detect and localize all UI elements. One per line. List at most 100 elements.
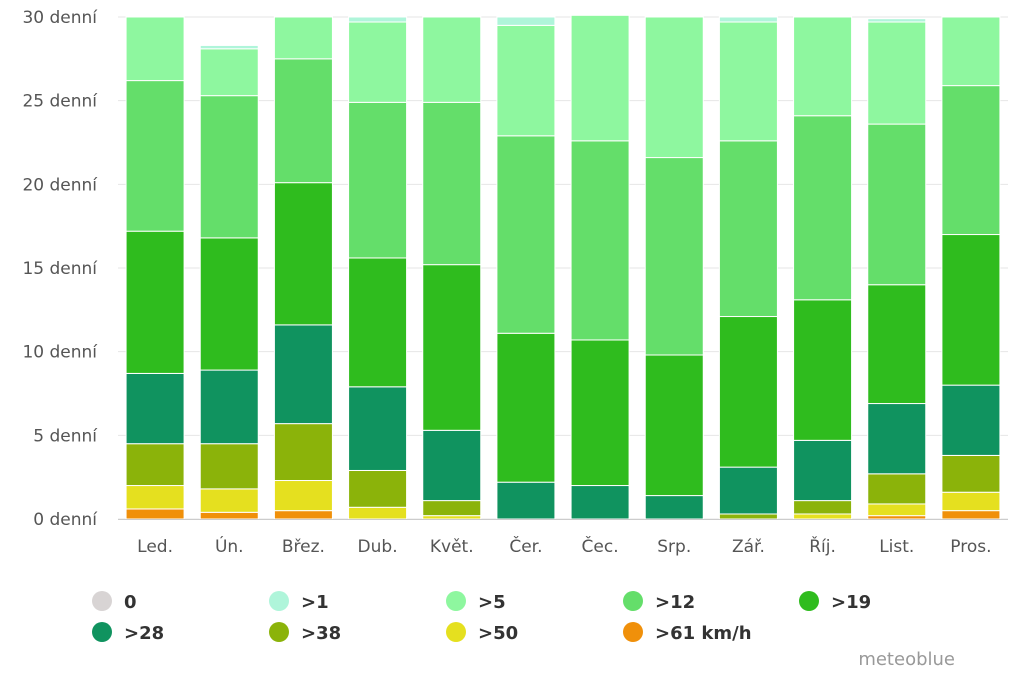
bar-segment: [273, 423, 333, 482]
legend-item[interactable]: 0: [92, 591, 137, 613]
bar-segment: [496, 332, 556, 483]
y-tick-label: 5 denní: [33, 426, 98, 446]
bar-segment: [422, 101, 482, 266]
bar-segment: [867, 21, 927, 125]
x-tick-label: Pros.: [950, 537, 991, 557]
bar-segment: [348, 101, 408, 259]
bar-segment: [644, 495, 704, 520]
bar-segment: [273, 16, 333, 60]
legend-item[interactable]: >5: [446, 591, 506, 613]
bar-segment: [793, 115, 853, 301]
bar-segment: [348, 257, 408, 388]
legend-item[interactable]: >19: [799, 591, 871, 613]
legend-label: >28: [124, 623, 164, 644]
legend-item[interactable]: >50: [446, 622, 518, 644]
bar-segment: [570, 140, 630, 341]
legend-swatch: [623, 622, 643, 642]
bar-segment: [422, 264, 482, 431]
x-tick-label: Břez.: [282, 537, 325, 557]
x-tick-label: Dub.: [358, 537, 398, 557]
bar-segment: [644, 354, 704, 497]
bar-segment: [125, 443, 185, 487]
x-tick-label: Led.: [137, 537, 173, 557]
bar-segment: [718, 16, 778, 23]
bar-segment: [793, 299, 853, 441]
bar-segment: [273, 58, 333, 184]
legend-label: >12: [655, 592, 695, 613]
bar-segment: [867, 403, 927, 475]
bar-segment: [199, 369, 259, 445]
legend-swatch: [269, 591, 289, 611]
bar-segment: [125, 80, 185, 232]
legend-item[interactable]: >12: [623, 591, 695, 613]
bar-segment: [348, 506, 408, 520]
bar-segment: [718, 21, 778, 142]
bar-segment: [718, 513, 778, 520]
bar-segment: [496, 135, 556, 334]
legend-swatch: [446, 591, 466, 611]
y-tick-label: 10 denní: [22, 343, 98, 363]
x-tick-label: List.: [879, 537, 914, 557]
legend-item[interactable]: >38: [269, 622, 341, 644]
legend-item[interactable]: >28: [92, 622, 164, 644]
y-tick-label: 20 denní: [22, 175, 98, 195]
y-tick-label: 30 denní: [22, 8, 98, 28]
bar-segment: [941, 454, 1001, 493]
legend-item[interactable]: >1: [269, 591, 329, 613]
bar-segment: [867, 284, 927, 405]
bar-segment: [199, 48, 259, 97]
bar-segment: [125, 16, 185, 82]
bar-segment: [348, 469, 408, 508]
bar-segment: [570, 339, 630, 487]
bar-segment: [125, 485, 185, 510]
bar-segment: [570, 14, 630, 142]
bar-segment: [867, 503, 927, 517]
bar-stacks: [125, 14, 1001, 520]
bar-segment: [941, 234, 1001, 386]
bar-segment: [125, 508, 185, 520]
x-axis: Led. Ún. Břez. Dub. Květ. Čer. Čec. Srp. Zář. Říj…: [118, 519, 1008, 557]
bar-segment: [199, 237, 259, 371]
legend-swatch: [92, 591, 112, 611]
bar-segment: [718, 316, 778, 468]
bar-segment: [793, 500, 853, 515]
bar-segment: [273, 510, 333, 520]
legend-label: >38: [301, 623, 341, 644]
y-axis: 0 denní 5 denní 10 denní 15 denní 20 denní 25…: [22, 8, 98, 530]
bar-segment: [348, 16, 408, 23]
x-tick-label: Zář.: [732, 537, 765, 557]
x-tick-label: Ún.: [215, 535, 244, 557]
bar-segment: [496, 24, 556, 137]
legend-swatch: [92, 622, 112, 642]
bar-segment: [125, 372, 185, 445]
x-tick-label: Srp.: [657, 537, 691, 557]
bar-segment: [422, 500, 482, 517]
bar-segment: [644, 16, 704, 159]
bar-segment: [941, 510, 1001, 520]
bar-segment: [496, 16, 556, 26]
bar-segment: [199, 511, 259, 520]
legend-label: 0: [124, 592, 137, 613]
legend-item[interactable]: >61 km/h: [623, 622, 752, 644]
y-tick-label: 15 denní: [22, 259, 98, 279]
y-tick-label: 0 denní: [33, 510, 98, 530]
legend-swatch: [623, 591, 643, 611]
bar-segment: [199, 443, 259, 490]
legend: 0 >1 >5 >12 >19 >28 >38 >50 >61 km/h: [92, 591, 871, 644]
bar-segment: [199, 44, 259, 50]
bar-segment: [273, 324, 333, 425]
legend-swatch: [269, 622, 289, 642]
bar-segment: [199, 488, 259, 513]
legend-swatch: [799, 591, 819, 611]
x-tick-label: Čec.: [582, 535, 619, 557]
bar-segment: [941, 16, 1001, 87]
bar-segment: [570, 485, 630, 520]
x-tick-label: Říj.: [809, 535, 836, 557]
bar-segment: [718, 466, 778, 515]
credit-label: meteoblue: [858, 649, 955, 670]
legend-swatch: [446, 622, 466, 642]
bar-segment: [867, 123, 927, 286]
bar-segment: [422, 429, 482, 502]
bar-segment: [793, 439, 853, 502]
